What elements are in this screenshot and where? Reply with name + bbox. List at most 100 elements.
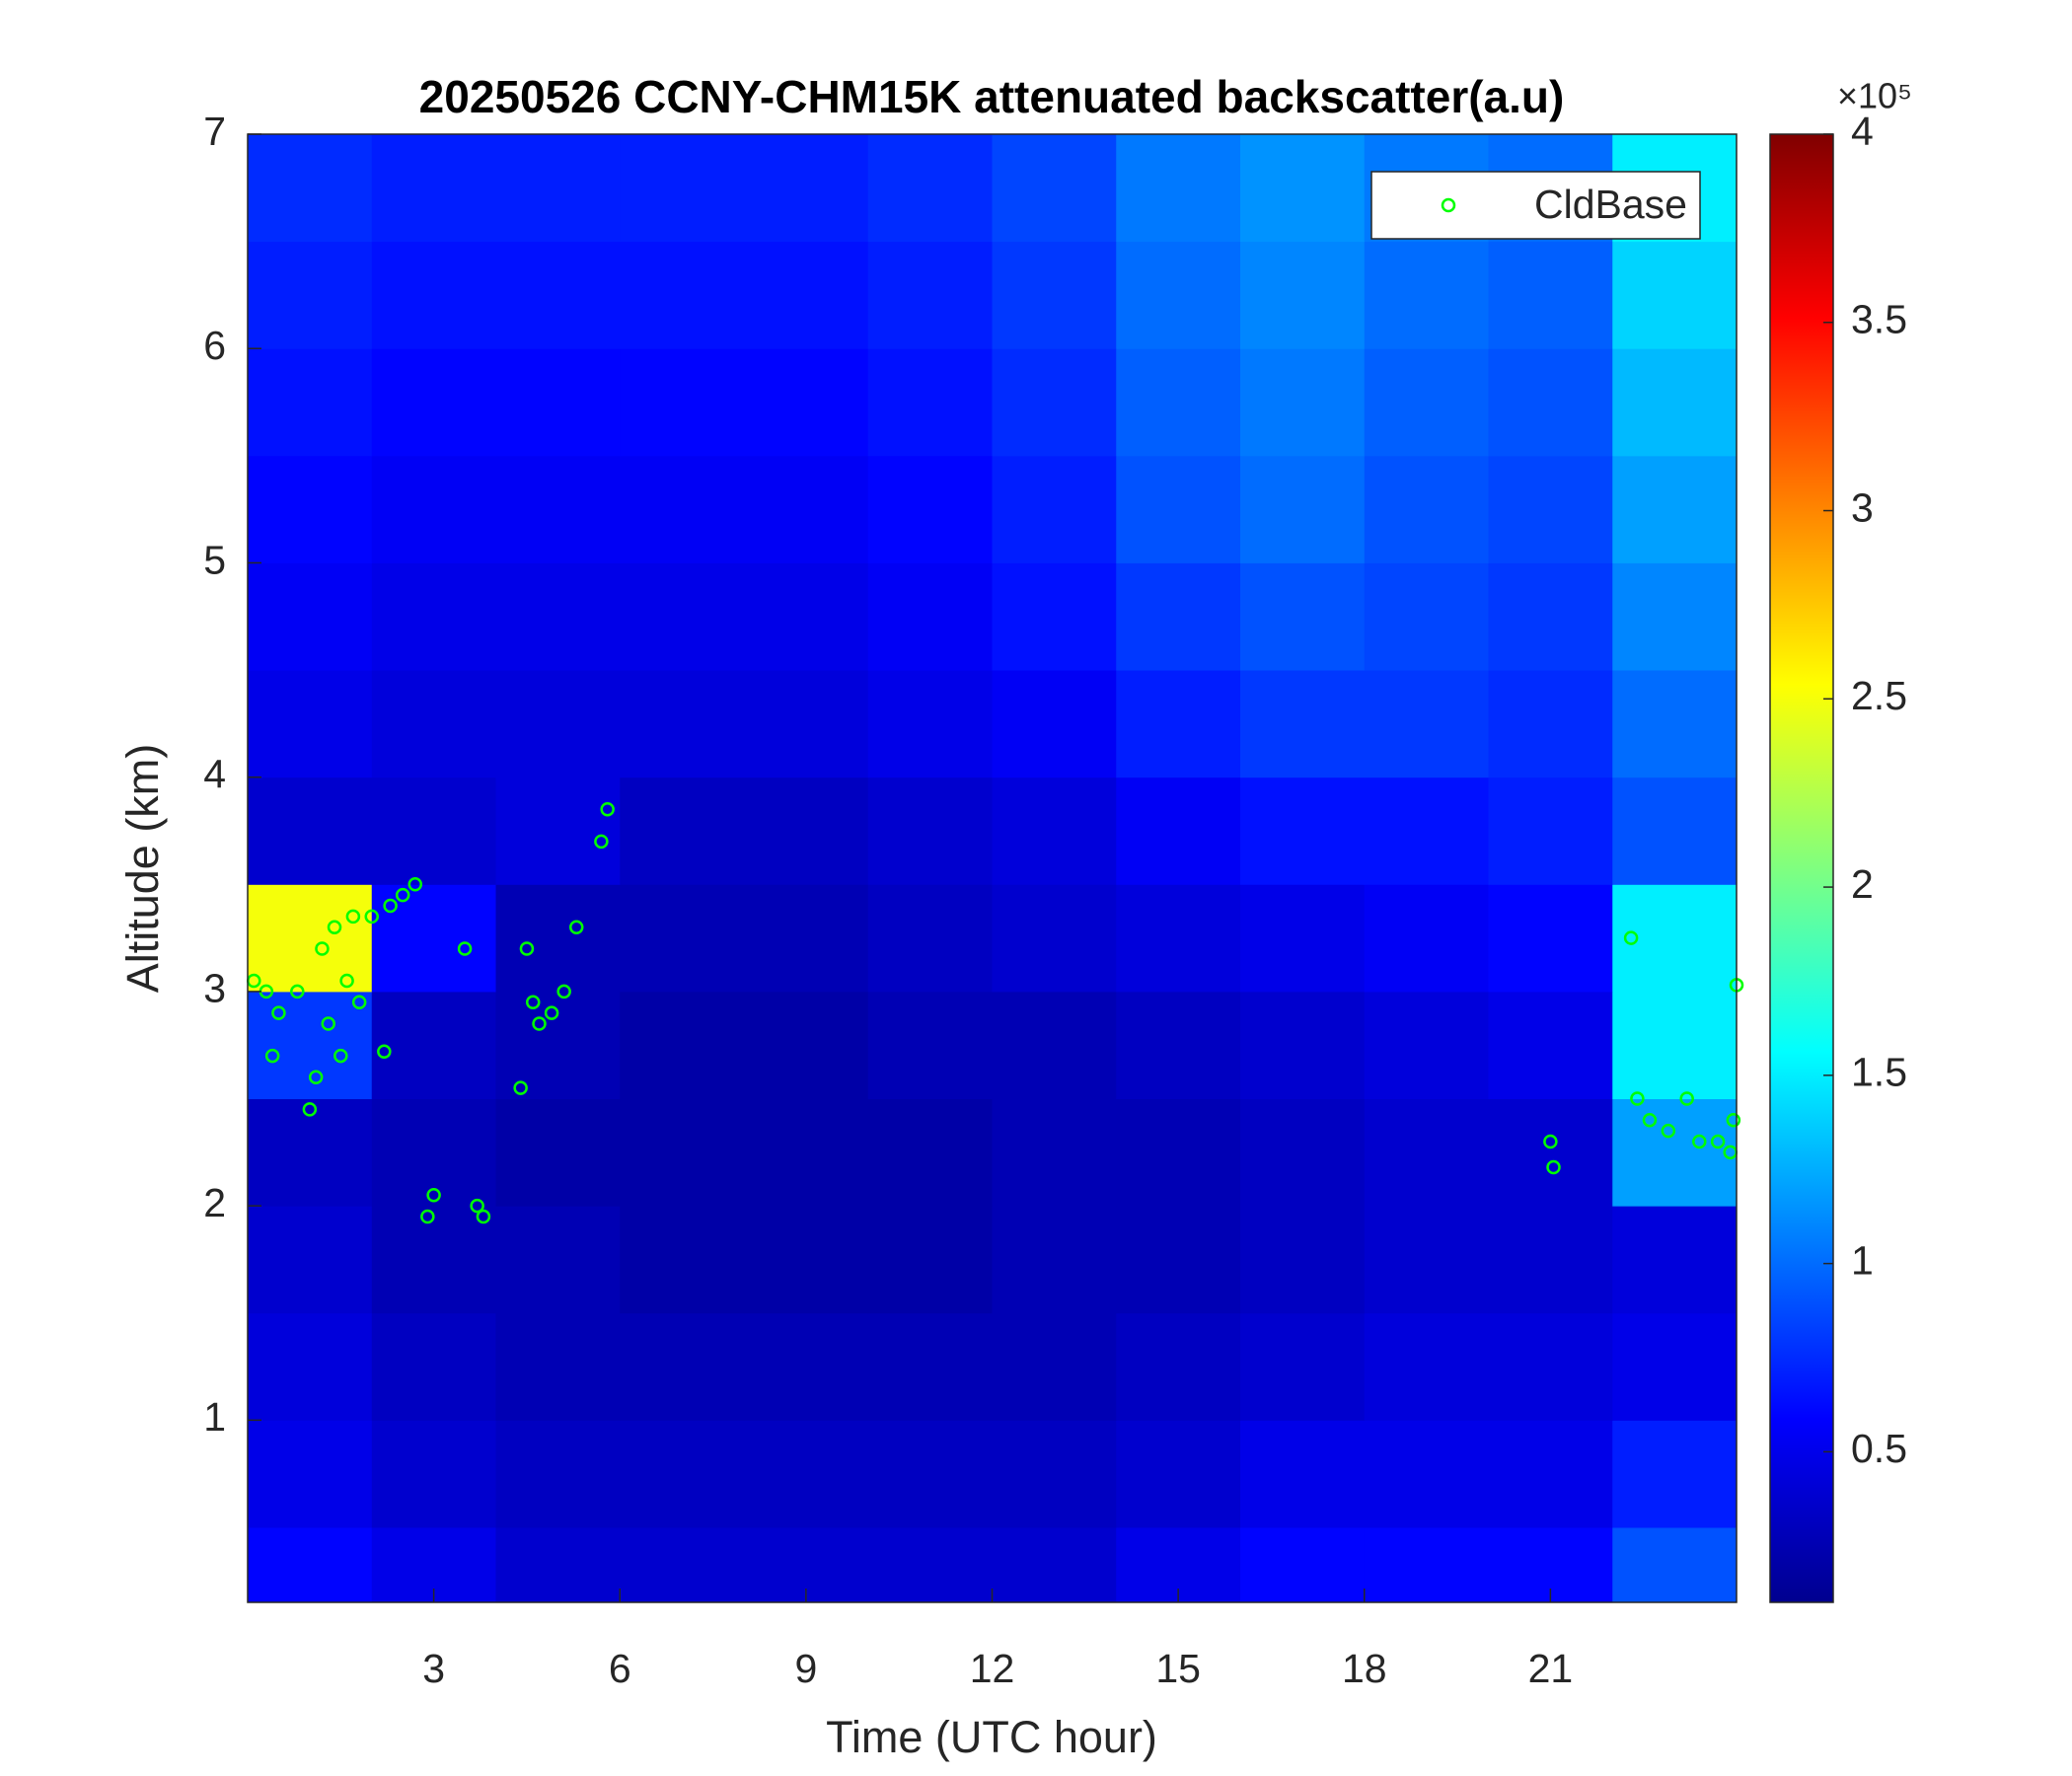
heatmap-cell xyxy=(1488,562,1613,671)
heatmap-cell xyxy=(1116,1098,1241,1207)
cloud-base-point xyxy=(1710,1134,1726,1149)
y-axis-label: Altitude (km) xyxy=(117,744,168,994)
heatmap-cell xyxy=(992,1526,1117,1603)
heatmap-cell xyxy=(371,134,496,243)
colorbar-tick-label: 0.5 xyxy=(1851,1426,1907,1471)
heatmap-cell xyxy=(620,884,745,993)
heatmap-cell xyxy=(371,777,496,885)
heatmap-cell xyxy=(1364,884,1489,993)
heatmap-cell xyxy=(1488,455,1613,563)
cloud-base-point xyxy=(407,877,423,892)
cloud-base-point xyxy=(271,1005,286,1020)
colorbar-tick-label: 2 xyxy=(1851,861,1874,907)
heatmap-cell xyxy=(495,562,621,671)
heatmap-cell xyxy=(744,670,869,778)
heatmap-cell xyxy=(1364,1312,1489,1421)
cloud-base-point xyxy=(1543,1134,1558,1149)
heatmap-cell xyxy=(620,1098,745,1207)
heatmap-cell xyxy=(867,455,993,563)
heatmap-cell xyxy=(1488,1420,1613,1528)
x-tick-label: 3 xyxy=(422,1646,445,1691)
heatmap-cell xyxy=(1612,562,1738,671)
heatmap-cell xyxy=(495,241,621,349)
cloud-base-point xyxy=(351,995,367,1010)
colorbar-tick-label: 1 xyxy=(1851,1237,1874,1283)
cloud-base-point xyxy=(1726,1112,1741,1128)
heatmap-cell xyxy=(1612,670,1738,778)
heatmap-cell xyxy=(495,991,621,1100)
heatmap-cell xyxy=(1364,455,1489,563)
heatmap-cell xyxy=(1364,777,1489,885)
colorbar-exponent: ×10⁵ xyxy=(1837,76,1912,116)
heatmap-cell xyxy=(495,1526,621,1603)
heatmap-cell xyxy=(1240,1420,1366,1528)
colorbar xyxy=(1769,133,1834,1603)
heatmap-cell xyxy=(620,1312,745,1421)
heatmap-cell xyxy=(1116,134,1241,243)
heatmap-cell xyxy=(248,670,373,778)
heatmap-cell xyxy=(992,1098,1117,1207)
heatmap-cell xyxy=(744,348,869,457)
heatmap-cell xyxy=(867,1206,993,1314)
y-tick-label: 7 xyxy=(203,109,226,154)
cloud-base-point xyxy=(1679,1091,1694,1106)
heatmap-cell xyxy=(371,348,496,457)
heatmap-cell xyxy=(248,777,373,885)
heatmap-cell xyxy=(1116,1206,1241,1314)
heatmap-cell xyxy=(1612,1098,1738,1207)
plot: 3 6 9 12 15 18 2112345670.511.522.533.54CldBas… xyxy=(203,109,1907,1691)
cloud-base-point xyxy=(383,898,398,914)
heatmap-cell xyxy=(620,241,745,349)
heatmap-cell xyxy=(1116,348,1241,457)
heatmap-cell xyxy=(1240,134,1366,243)
heatmap-cell xyxy=(371,1312,496,1421)
heatmap-cell xyxy=(1116,455,1241,563)
x-tick-label: 18 xyxy=(1342,1646,1387,1691)
colorbar-tick-label: 2.5 xyxy=(1851,673,1907,718)
heatmap-cell xyxy=(744,1098,869,1207)
heatmap-cell xyxy=(1116,1312,1241,1421)
heatmap-cell xyxy=(248,1206,373,1314)
heatmap-cell xyxy=(248,1098,373,1207)
cloud-base-point xyxy=(476,1209,491,1224)
heatmap-cell xyxy=(1488,1098,1613,1207)
cloud-base-point xyxy=(308,1070,324,1085)
cloud-base-point xyxy=(264,1048,280,1064)
cloud-base-point xyxy=(302,1102,318,1117)
heatmap-cell xyxy=(620,1420,745,1528)
cloud-base-point xyxy=(426,1188,441,1203)
heatmap-cell xyxy=(867,1312,993,1421)
cloud-base-point xyxy=(1642,1112,1658,1128)
heatmap-cell xyxy=(248,241,373,349)
heatmap-cell xyxy=(495,1312,621,1421)
heatmap-cell xyxy=(1240,1312,1366,1421)
cloud-base-point xyxy=(1692,1134,1707,1149)
heatmap-cell xyxy=(992,348,1117,457)
heatmap-cell xyxy=(248,991,373,1100)
heatmap-cell xyxy=(1240,884,1366,993)
heatmap-cell xyxy=(371,884,496,993)
heatmap-cell xyxy=(248,455,373,563)
heatmap-cell xyxy=(1240,991,1366,1100)
heatmap-cell xyxy=(371,562,496,671)
heatmap-cell xyxy=(495,134,621,243)
heatmap-cell xyxy=(992,1420,1117,1528)
heatmap-cell xyxy=(1364,670,1489,778)
colorbar-tick-label: 4 xyxy=(1851,109,1874,154)
heatmap-cell xyxy=(1364,1526,1489,1603)
heatmap-cell xyxy=(992,134,1117,243)
heatmap-cell xyxy=(867,1420,993,1528)
heatmap-cell xyxy=(1612,777,1738,885)
y-tick-label: 3 xyxy=(203,966,226,1011)
heatmap-cell xyxy=(867,562,993,671)
cloud-base-point xyxy=(457,941,473,956)
heatmap-cell xyxy=(744,1420,869,1528)
heatmap-cell xyxy=(867,348,993,457)
heatmap-cell xyxy=(371,1420,496,1528)
heatmap-cell xyxy=(1612,884,1738,993)
heatmap-cell xyxy=(371,241,496,349)
heatmap-cell xyxy=(744,1312,869,1421)
cloud-base-point xyxy=(594,834,609,850)
y-tick-label: 4 xyxy=(203,752,226,797)
